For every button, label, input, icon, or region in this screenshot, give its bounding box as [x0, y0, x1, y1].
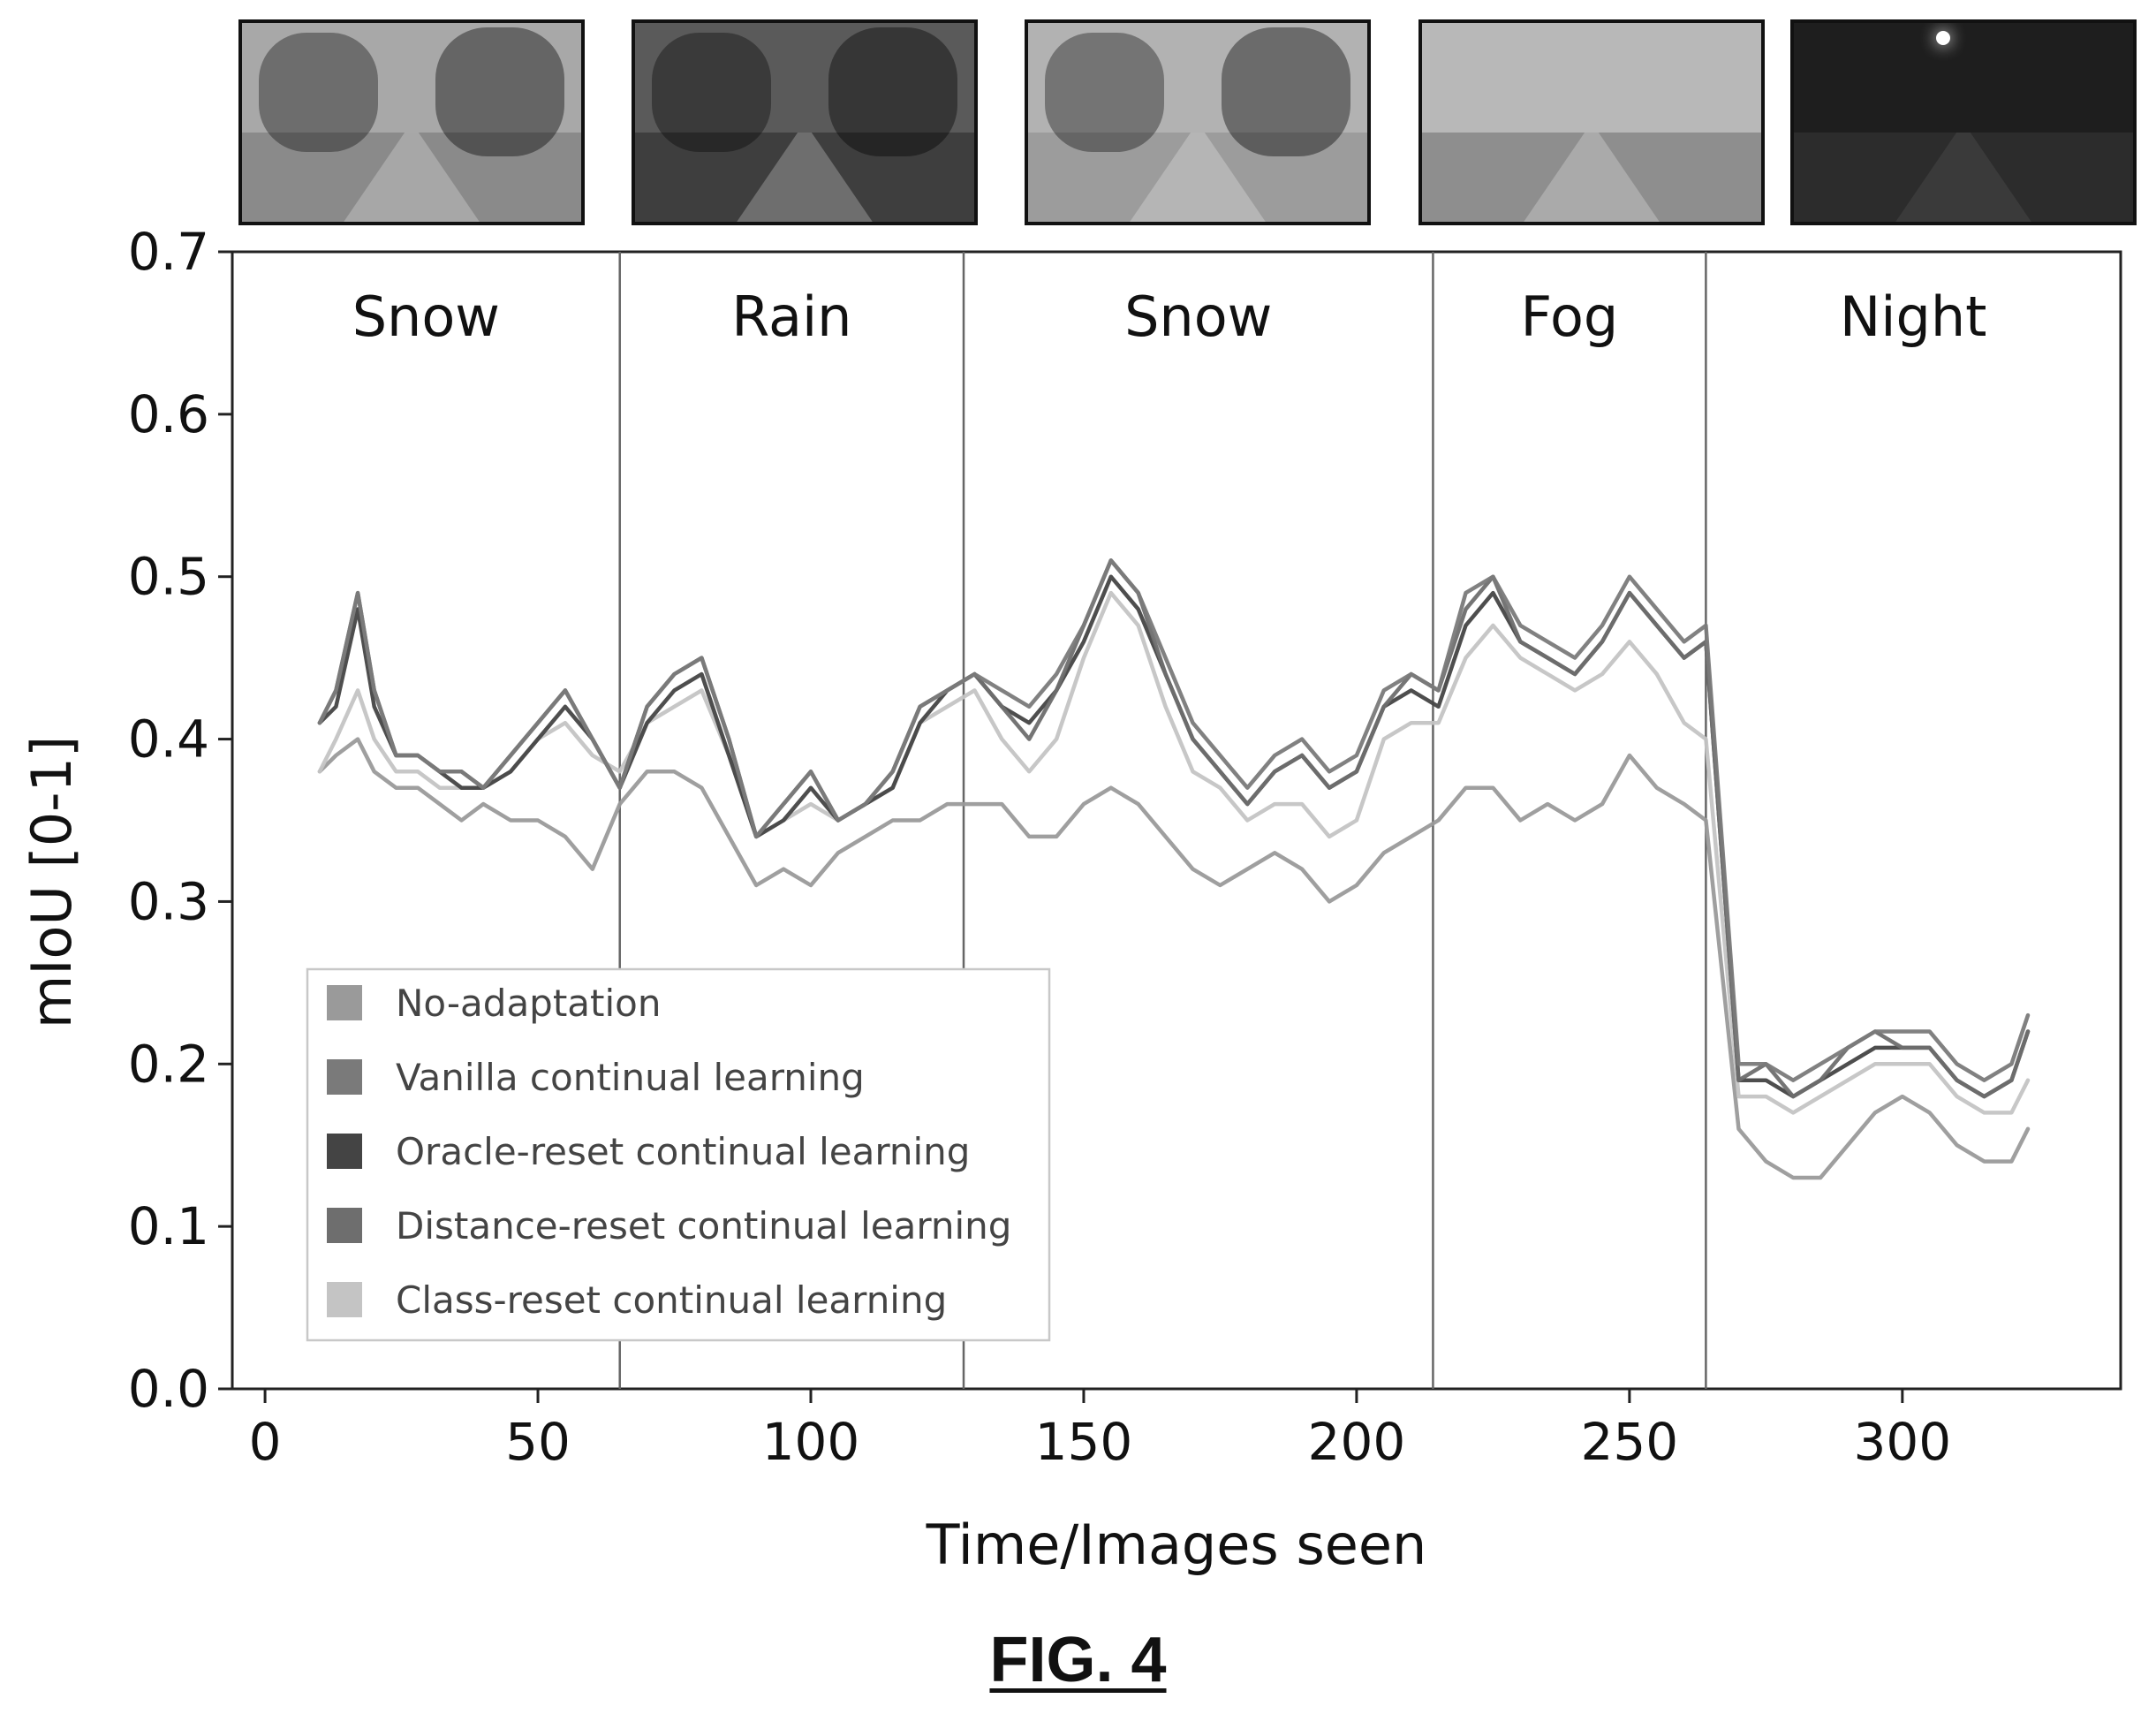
legend-box [306, 967, 1051, 1342]
segment-boundaries: Snow Rain Snow Fog Night [352, 252, 1987, 1389]
x-tick-label: 50 [505, 1412, 571, 1472]
y-tick-label: 0.7 [128, 222, 209, 282]
snow-scene-thumbnail [238, 19, 585, 225]
series-line [317, 737, 2031, 1180]
x-tick-label: 300 [1853, 1412, 1951, 1472]
legend-entry-label: No-adaptation [396, 982, 662, 1025]
x-tick-label: 250 [1581, 1412, 1679, 1472]
x-tick-label: 200 [1308, 1412, 1406, 1472]
segment-label: Snow [1124, 284, 1272, 349]
y-tick-label: 0.2 [128, 1034, 209, 1094]
legend-entry-label: Oracle-reset continual learning [396, 1130, 970, 1173]
y-tick-label: 0.3 [128, 871, 209, 931]
series-line [317, 574, 2031, 1099]
legend-swatch [327, 1282, 362, 1317]
segment-label: Fog [1521, 284, 1619, 349]
legend-entry-label: Vanilla continual learning [396, 1056, 865, 1099]
y-axis-label: mIoU [0-1] [19, 736, 84, 1028]
legend: No-adaptation Vanilla continual learning O… [306, 967, 1051, 1342]
legend-entry-label: Class-reset continual learning [396, 1278, 947, 1322]
snow-scene-thumbnail [1025, 19, 1371, 225]
segment-label: Snow [352, 284, 500, 349]
segment-label: Night [1840, 284, 1987, 349]
x-tick-label: 0 [249, 1412, 282, 1472]
axes: 0.0 0.1 0.2 0.3 0.4 0.5 0.6 0.7 0 50 100 150 200 250 3… [19, 222, 1951, 1577]
legend-entry-label: Distance-reset continual learning [396, 1204, 1011, 1247]
y-tick-label: 0.0 [128, 1359, 209, 1419]
figure-label-text: FIG. 4 [989, 1625, 1167, 1695]
series-line [317, 558, 2031, 1082]
figure-label: FIG. 4 [0, 1624, 2156, 1696]
rain-scene-thumbnail [632, 19, 978, 225]
series-line [317, 590, 2031, 1115]
y-tick-label: 0.5 [128, 547, 209, 607]
plot-area-border [231, 250, 2122, 1391]
fog-scene-thumbnail [1418, 19, 1765, 225]
segment-label: Rain [731, 284, 851, 349]
plot-frame [231, 250, 2122, 1391]
legend-swatch [327, 1134, 362, 1169]
night-scene-thumbnail [1790, 19, 2137, 225]
y-tick-label: 0.1 [128, 1196, 209, 1256]
y-tick-label: 0.6 [128, 384, 209, 444]
series-lines [317, 558, 2031, 1180]
x-axis-label: Time/Images seen [926, 1513, 1427, 1577]
x-tick-label: 150 [1035, 1412, 1133, 1472]
x-tick-label: 100 [762, 1412, 860, 1472]
y-tick-label: 0.4 [128, 709, 209, 770]
legend-swatch [327, 1059, 362, 1095]
legend-swatch [327, 1208, 362, 1243]
legend-swatch [327, 985, 362, 1020]
